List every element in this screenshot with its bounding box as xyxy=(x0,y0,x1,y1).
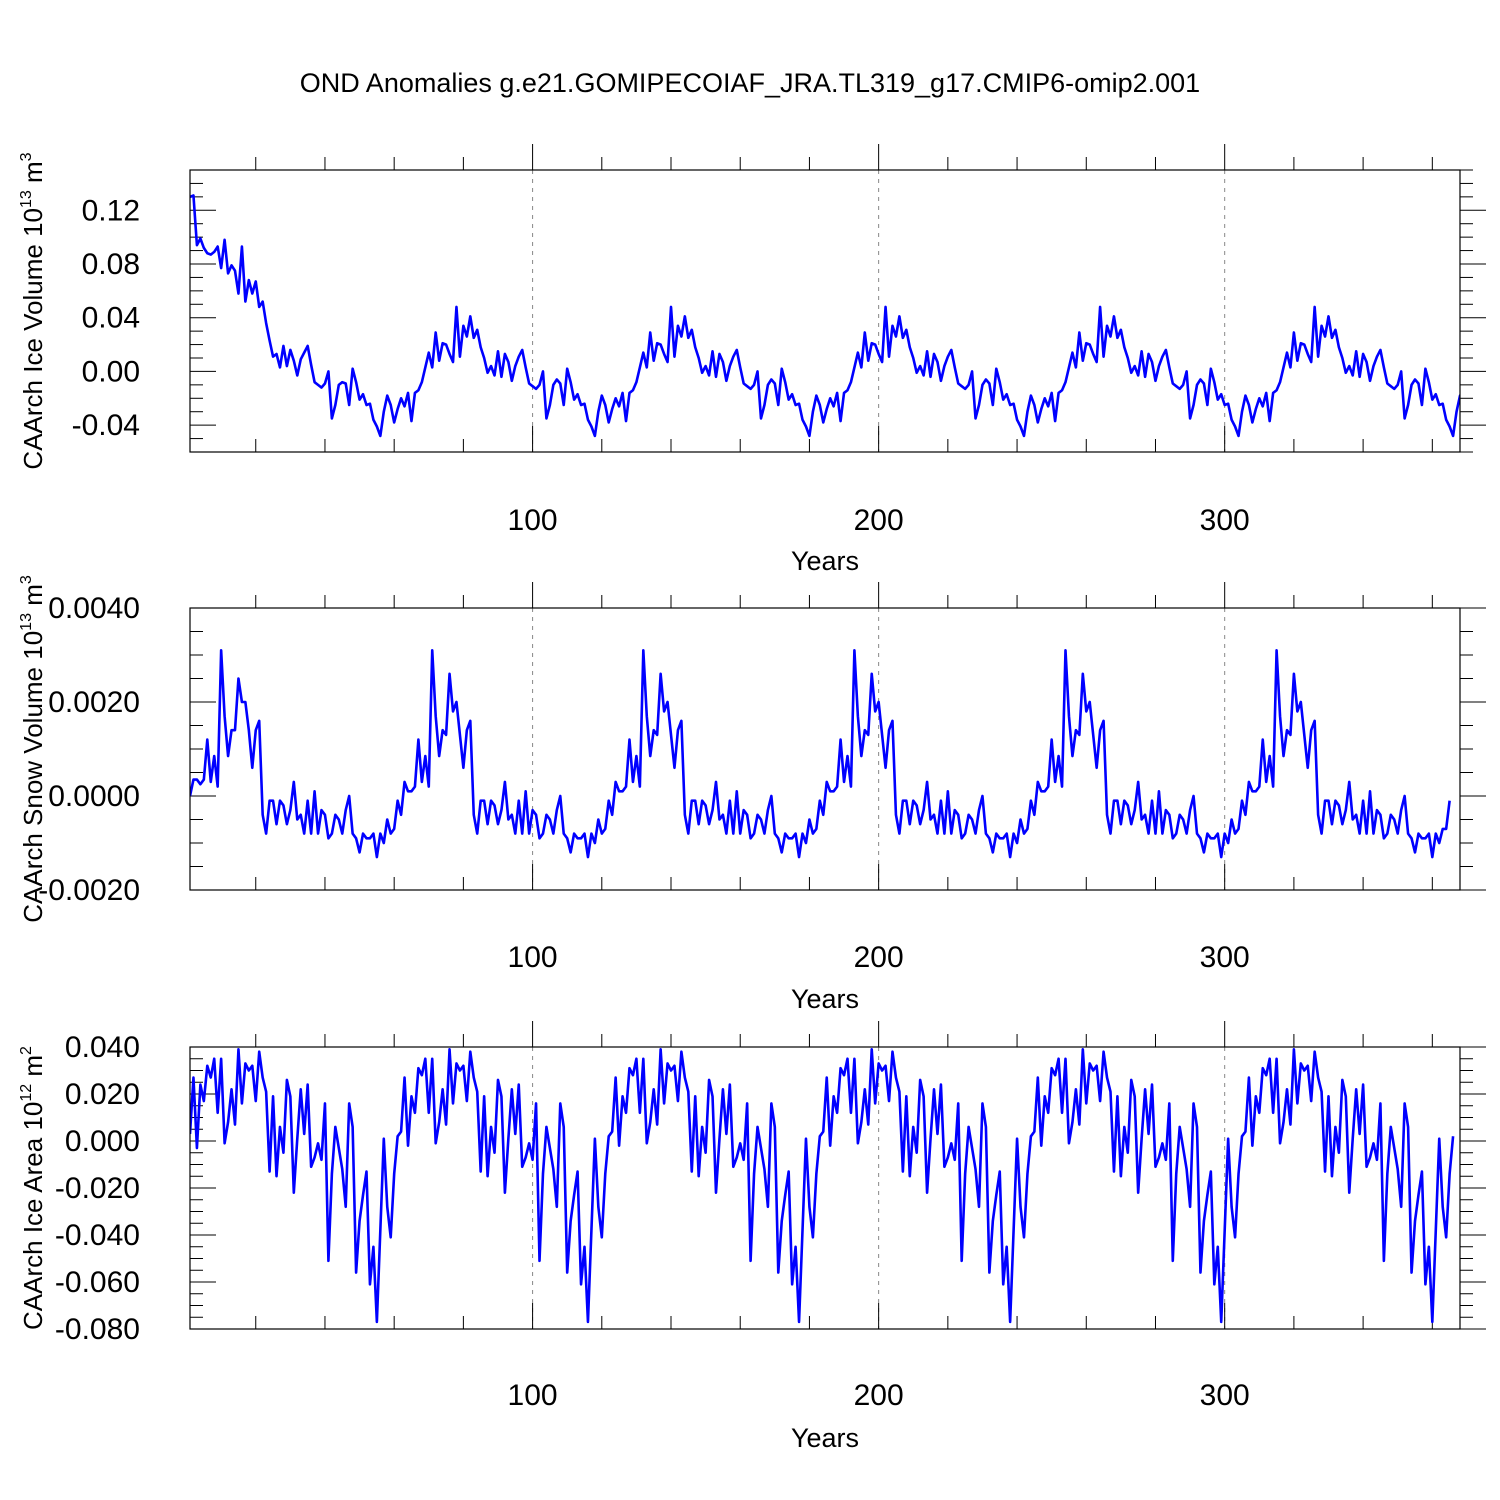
plot-frame xyxy=(189,169,1461,453)
panel-1: -0.04 0.00 0.04 0.08 0.12 100 200 300 Years CAArc… xyxy=(18,144,1486,576)
panel-3: -0.080 -0.060 -0.040 -0.020 0.000 0.020 0.040 1… xyxy=(18,1021,1486,1453)
y-axis-label: CAArch Ice Area 1012 m2 xyxy=(18,1046,48,1330)
x-tick-label: 200 xyxy=(854,941,904,974)
y-tick-label: 0.040 xyxy=(65,1031,140,1064)
x-axis-label: Years xyxy=(791,984,859,1014)
x-tick-label: 300 xyxy=(1200,1379,1250,1412)
series-line-ice_volume xyxy=(190,194,1460,438)
x-tick-label: 300 xyxy=(1200,504,1250,537)
x-tick-label: 200 xyxy=(854,504,904,537)
x-tick-label: 200 xyxy=(854,1379,904,1412)
x-tick-label: 300 xyxy=(1200,941,1250,974)
x-axis-label: Years xyxy=(791,546,859,576)
y-tick-label: 0.0040 xyxy=(48,592,140,625)
y-tick-label: -0.020 xyxy=(55,1172,140,1205)
y-tick-label: 0.0020 xyxy=(48,686,140,719)
series-line-ice_area xyxy=(190,1048,1455,1324)
x-tick-label: 100 xyxy=(508,504,558,537)
y-tick-label: -0.040 xyxy=(55,1219,140,1252)
y-axis-label: CAArch Snow Volume 1013 m3 xyxy=(18,575,48,923)
y-tick-label: -0.060 xyxy=(55,1266,140,1299)
y-tick-label: 0.020 xyxy=(65,1078,140,1111)
y-axis-label: CAArch Ice Volume 1013 m3 xyxy=(18,152,48,469)
x-axis-label: Years xyxy=(791,1423,859,1453)
plot-frame xyxy=(189,1046,1461,1330)
y-tick-label: 0.0000 xyxy=(48,780,140,813)
y-tick-label: -0.04 xyxy=(72,409,140,442)
x-tick-label: 100 xyxy=(508,941,558,974)
panel-2: -0.0020 0.0000 0.0020 0.0040 100 200 300 Years C… xyxy=(18,575,1486,1014)
x-tick-label: 100 xyxy=(508,1379,558,1412)
y-tick-label: 0.04 xyxy=(82,302,140,335)
y-tick-label: 0.000 xyxy=(65,1125,140,1158)
y-tick-label: -0.0020 xyxy=(38,874,140,907)
y-tick-label: 0.08 xyxy=(82,248,140,281)
figure-title: OND Anomalies g.e21.GOMIPECOIAF_JRA.TL31… xyxy=(299,68,1201,98)
y-tick-label: 0.12 xyxy=(82,194,140,227)
y-tick-label: -0.080 xyxy=(55,1313,140,1346)
series-line-snow_volume xyxy=(190,648,1451,859)
plot-frame xyxy=(189,607,1461,891)
y-tick-label: 0.00 xyxy=(82,355,140,388)
